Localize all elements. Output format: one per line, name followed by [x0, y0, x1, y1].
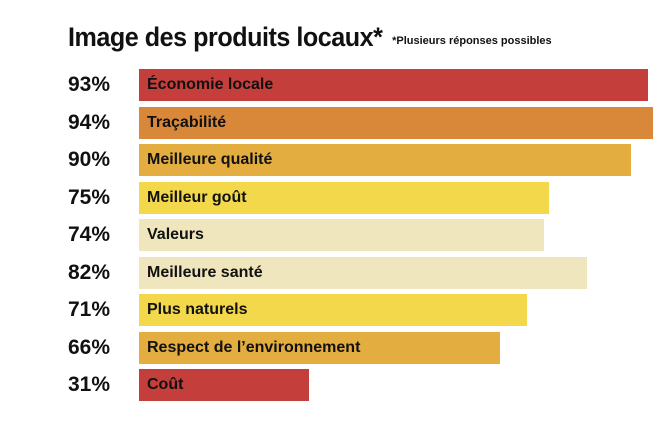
category-label: Meilleure santé — [147, 263, 263, 281]
bar-row: 82% Meilleure santé — [0, 256, 665, 289]
bar-row: 94% Traçabilité — [0, 106, 665, 139]
bar: Plus naturels — [139, 294, 528, 326]
category-label: Respect de l’environnement — [147, 338, 361, 356]
bar: Traçabilité — [139, 106, 653, 139]
value-label: 93% — [68, 73, 111, 96]
bar: Coût — [139, 369, 309, 401]
value-label: 82% — [68, 260, 111, 284]
bar-row: 93% Économie locale — [0, 69, 665, 101]
value-label: 71% — [68, 298, 111, 321]
bar: Économie locale — [139, 69, 648, 101]
chart-header: Image des produits locaux* *Plusieurs ré… — [68, 22, 552, 53]
value-label: 94% — [68, 110, 111, 134]
chart-title: Image des produits locaux* — [68, 22, 383, 52]
bar-row: 71% Plus naturels — [0, 294, 665, 326]
bar: Respect de l’environnement — [139, 331, 500, 364]
value-label: 31% — [68, 373, 111, 396]
chart-note: *Plusieurs réponses possibles — [392, 35, 552, 47]
bar-row: 31% Coût — [0, 369, 665, 401]
bar-row: 90% Meilleure qualité — [0, 144, 665, 176]
bar: Valeurs — [139, 219, 544, 251]
value-label: 90% — [68, 148, 111, 171]
bar: Meilleure qualité — [139, 144, 632, 176]
category-label: Coût — [147, 376, 184, 393]
value-label: 75% — [68, 185, 111, 209]
bar-row: 74% Valeurs — [0, 219, 665, 251]
bar: Meilleure santé — [139, 256, 588, 289]
value-label: 74% — [68, 223, 111, 246]
bar-row: 66% Respect de l’environnement — [0, 331, 665, 364]
category-label: Meilleure qualité — [147, 151, 273, 168]
bar-row: 75% Meilleur goût — [0, 181, 665, 214]
value-label: 66% — [68, 335, 111, 359]
bar: Meilleur goût — [139, 181, 550, 214]
category-label: Économie locale — [147, 76, 274, 93]
category-label: Traçabilité — [147, 113, 227, 131]
category-label: Plus naturels — [147, 301, 248, 318]
category-label: Meilleur goût — [147, 188, 247, 206]
category-label: Valeurs — [147, 226, 204, 243]
